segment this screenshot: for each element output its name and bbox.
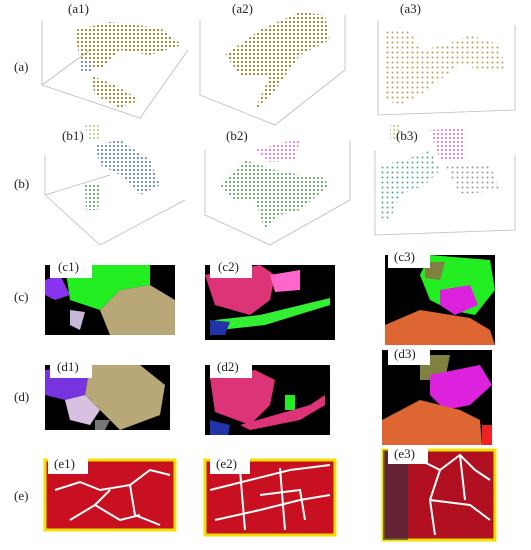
panel-label: (a3): [400, 1, 421, 16]
panel-label: (c1): [58, 259, 79, 274]
row-label: (e): [14, 488, 28, 503]
panel-label: (a2): [232, 1, 253, 16]
panel-label: (d1): [57, 359, 79, 374]
row-label: (c): [14, 289, 28, 304]
panel-e2: [203, 458, 337, 537]
panel-labels: (a1) (a2) (a3) (b1) (b2) (b3) (c1) (c2) …: [48, 1, 430, 474]
panel-label: (e2): [216, 456, 237, 471]
row-label: (d): [14, 389, 29, 404]
row-label: (b): [14, 176, 29, 191]
panel-e3: [381, 448, 497, 542]
panel-label: (b2): [226, 128, 248, 143]
panel-a2: [199, 12, 346, 126]
panel-b1: [44, 125, 186, 246]
panel-a1: [41, 20, 189, 119]
panel-label: (b3): [396, 128, 418, 143]
panel-label: (d2): [217, 359, 239, 374]
panel-label: (c3): [394, 249, 415, 264]
panel-label: (c2): [218, 259, 239, 274]
row-label: (a): [14, 59, 28, 74]
panel-label: (e1): [54, 456, 75, 471]
panel-label: (a1): [68, 1, 89, 16]
panel-b3: [374, 125, 516, 236]
panel-d3: [382, 350, 492, 445]
panel-a3: [377, 20, 516, 116]
panel-label: (d3): [394, 346, 416, 361]
panel-label: (e3): [394, 446, 415, 461]
panel-b2: [204, 140, 351, 246]
panel-c3: [385, 255, 495, 345]
panel-label: (b1): [62, 128, 84, 143]
